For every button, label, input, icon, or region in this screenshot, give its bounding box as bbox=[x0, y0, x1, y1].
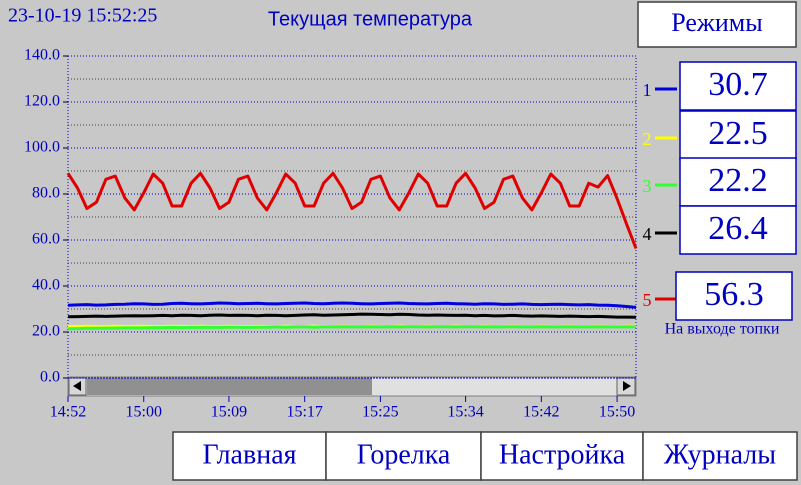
nav-button[interactable] bbox=[480, 431, 644, 481]
nav-button-label[interactable]: Горелка bbox=[357, 439, 451, 470]
value-box bbox=[675, 271, 793, 321]
y-tick-label: 80.0 bbox=[32, 185, 60, 202]
current-value: 22.2 bbox=[708, 162, 768, 199]
nav-button-label[interactable]: Настройка bbox=[499, 439, 626, 470]
scroll-thumb[interactable] bbox=[87, 378, 372, 395]
current-value: 30.7 bbox=[708, 66, 768, 103]
x-tick-label: 15:09 bbox=[211, 404, 247, 421]
value-box bbox=[679, 205, 797, 255]
y-tick-label: 60.0 bbox=[32, 231, 60, 248]
legend-label: 5 bbox=[643, 290, 652, 310]
nav-button[interactable] bbox=[642, 431, 798, 481]
legend-label: 4 bbox=[643, 224, 652, 244]
x-tick-label: 15:00 bbox=[126, 404, 162, 421]
x-tick-label: 15:50 bbox=[599, 404, 635, 421]
current-value: 56.3 bbox=[704, 276, 764, 313]
legend-label: 2 bbox=[643, 129, 652, 149]
x-tick-label: 15:17 bbox=[286, 404, 322, 421]
y-tick-label: 140.0 bbox=[24, 47, 60, 64]
y-tick-label: 120.0 bbox=[24, 93, 60, 110]
series-note: На выходе топки bbox=[665, 321, 780, 338]
legend-label: 1 bbox=[643, 80, 652, 100]
value-box bbox=[679, 61, 797, 111]
nav-bar: Главная Горелка Настройка Журналы bbox=[172, 431, 798, 481]
nav-button-label[interactable]: Журналы bbox=[664, 439, 776, 470]
plot-border bbox=[67, 55, 637, 379]
datetime: 23-10-19 15:52:25 bbox=[8, 5, 157, 27]
y-tick-label: 20.0 bbox=[32, 323, 60, 340]
arrow-right bbox=[623, 381, 631, 391]
series-line bbox=[67, 325, 636, 331]
x-tick-label: 15:25 bbox=[362, 404, 398, 421]
arrow-left bbox=[73, 381, 81, 391]
x-tick-label: 15:34 bbox=[447, 404, 483, 421]
legend-label: 3 bbox=[643, 176, 652, 196]
nav-button[interactable] bbox=[172, 431, 327, 481]
series-line bbox=[67, 301, 637, 309]
series-line bbox=[67, 312, 637, 319]
chart-title: Текущая температура bbox=[268, 8, 473, 30]
modes-button[interactable] bbox=[637, 1, 797, 48]
nav-button-label[interactable]: Главная bbox=[203, 439, 297, 470]
current-value: 26.4 bbox=[708, 210, 768, 247]
value-box bbox=[679, 157, 797, 207]
modes-button-label[interactable]: Режимы bbox=[671, 8, 762, 37]
series-line bbox=[66, 171, 638, 250]
current-value: 22.5 bbox=[708, 115, 768, 152]
x-tick-label: 15:42 bbox=[523, 404, 559, 421]
y-tick-label: 0.0 bbox=[40, 369, 60, 386]
x-tick-label: 14:52 bbox=[50, 404, 86, 421]
y-tick-label: 100.0 bbox=[24, 139, 60, 156]
y-tick-label: 40.0 bbox=[32, 277, 60, 294]
